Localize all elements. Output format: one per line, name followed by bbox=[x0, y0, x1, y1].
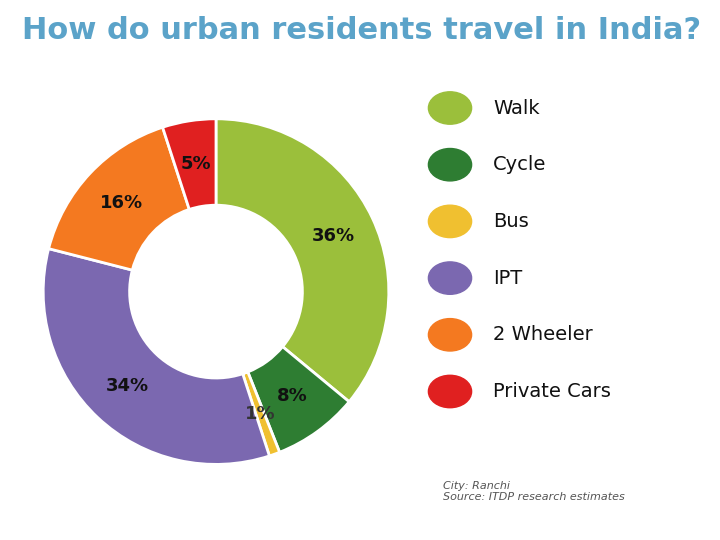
Text: Bus: Bus bbox=[493, 212, 529, 231]
Text: Private Cars: Private Cars bbox=[493, 382, 611, 401]
Text: 2 Wheeler: 2 Wheeler bbox=[493, 325, 593, 345]
Text: 36%: 36% bbox=[312, 227, 355, 245]
Text: 16%: 16% bbox=[100, 194, 143, 212]
Wedge shape bbox=[216, 119, 389, 402]
Text: City: Ranchi
Source: ITDP research estimates: City: Ranchi Source: ITDP research estim… bbox=[443, 481, 624, 502]
Text: Walk: Walk bbox=[493, 98, 540, 118]
Text: 1%: 1% bbox=[245, 404, 275, 422]
Text: Cycle: Cycle bbox=[493, 155, 546, 174]
Wedge shape bbox=[243, 372, 279, 456]
Text: 5%: 5% bbox=[181, 154, 211, 173]
Text: 34%: 34% bbox=[106, 377, 149, 395]
Wedge shape bbox=[43, 248, 269, 464]
Wedge shape bbox=[163, 119, 216, 210]
Text: 8%: 8% bbox=[276, 387, 307, 406]
Text: How do urban residents travel in India?: How do urban residents travel in India? bbox=[22, 16, 701, 45]
Text: IPT: IPT bbox=[493, 268, 523, 288]
Wedge shape bbox=[248, 347, 349, 453]
Wedge shape bbox=[49, 127, 189, 270]
